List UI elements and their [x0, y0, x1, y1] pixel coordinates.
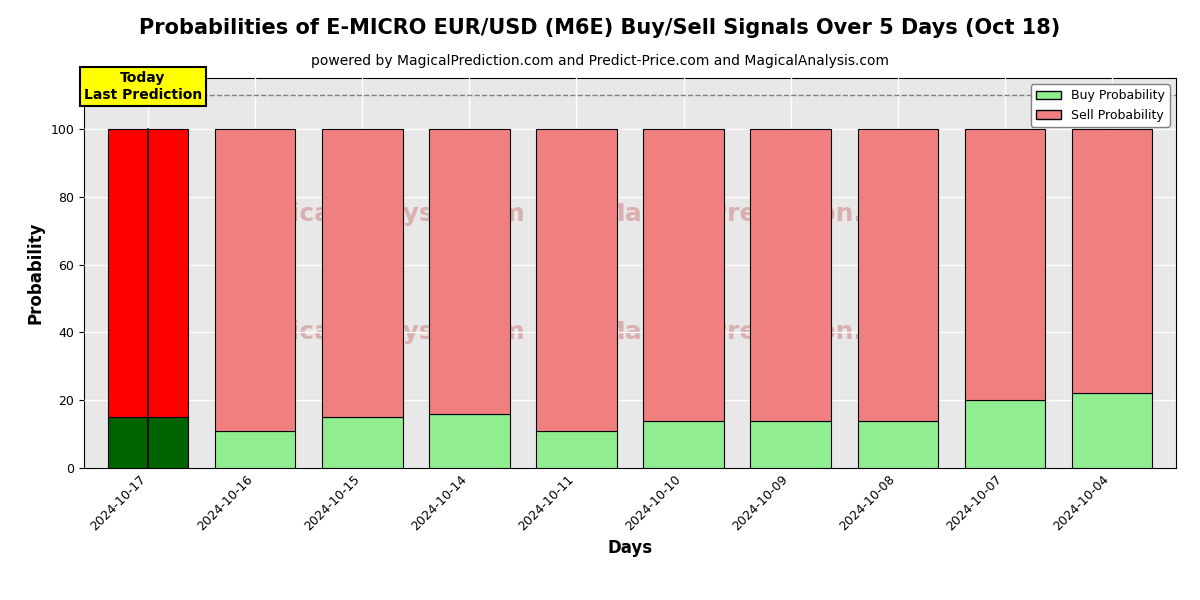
Bar — [643, 421, 724, 468]
Bar — [536, 431, 617, 468]
Bar — [215, 129, 295, 431]
Bar — [643, 129, 724, 421]
Text: MagicalPrediction.com: MagicalPrediction.com — [600, 202, 922, 226]
Text: Probabilities of E-MICRO EUR/USD (M6E) Buy/Sell Signals Over 5 Days (Oct 18): Probabilities of E-MICRO EUR/USD (M6E) B… — [139, 18, 1061, 38]
Text: MagicalPrediction.com: MagicalPrediction.com — [600, 319, 922, 343]
Bar — [430, 129, 510, 414]
Bar — [108, 417, 188, 468]
Y-axis label: Probability: Probability — [26, 222, 44, 324]
Bar — [430, 414, 510, 468]
Bar — [858, 129, 937, 421]
Bar — [858, 421, 937, 468]
Bar — [323, 417, 402, 468]
Bar — [215, 431, 295, 468]
Bar — [323, 129, 402, 417]
Bar — [965, 129, 1045, 400]
Bar — [750, 129, 830, 421]
Text: MagicalAnalysis.com: MagicalAnalysis.com — [232, 319, 526, 343]
Text: powered by MagicalPrediction.com and Predict-Price.com and MagicalAnalysis.com: powered by MagicalPrediction.com and Pre… — [311, 54, 889, 68]
Text: Today
Last Prediction: Today Last Prediction — [84, 71, 202, 101]
Bar — [108, 129, 188, 417]
Legend: Buy Probability, Sell Probability: Buy Probability, Sell Probability — [1031, 84, 1170, 127]
Bar — [1072, 129, 1152, 394]
Bar — [536, 129, 617, 431]
X-axis label: Days: Days — [607, 539, 653, 557]
Bar — [965, 400, 1045, 468]
Text: MagicalAnalysis.com: MagicalAnalysis.com — [232, 202, 526, 226]
Bar — [750, 421, 830, 468]
Bar — [1072, 394, 1152, 468]
